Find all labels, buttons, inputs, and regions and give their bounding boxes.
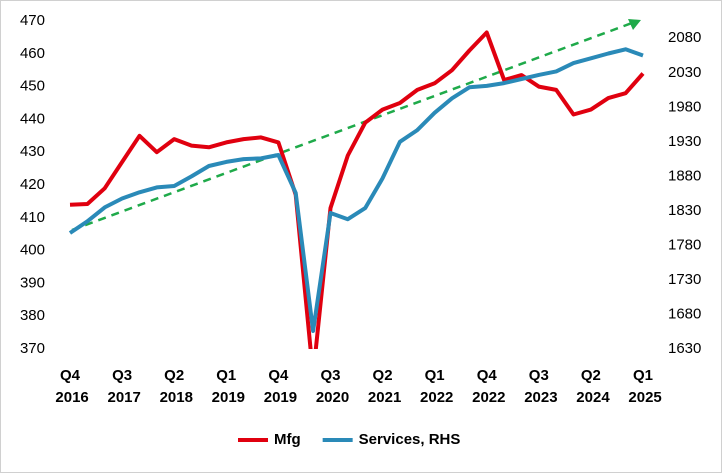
y-tick-label: 470	[20, 12, 45, 29]
y2-tick-label: 1730	[668, 271, 701, 288]
y-tick-label: 420	[20, 176, 45, 193]
y2-tick-label: 1930	[668, 133, 701, 150]
x-tick-label: Q4 2022	[468, 367, 506, 406]
y2-tick-label: 1630	[668, 340, 701, 357]
y-tick-label: 390	[20, 274, 45, 291]
y2-tick-label: 2030	[668, 64, 701, 81]
x-tick-label: Q2 2021	[364, 367, 402, 406]
plot-area	[68, 21, 645, 349]
x-tick-label: Q1 2025	[624, 367, 662, 406]
trend-line	[71, 21, 633, 232]
x-tick-label: Q3 2020	[312, 367, 350, 406]
x-tick-label: Q1 2022	[416, 367, 454, 406]
legend-label: Mfg	[274, 431, 301, 448]
x-tick-label: Q2 2018	[155, 367, 193, 406]
y-tick-label: 410	[20, 209, 45, 226]
y-tick-label: 440	[20, 110, 45, 127]
x-tick-label: Q3 2023	[520, 367, 558, 406]
x-tick-label: Q1 2019	[207, 367, 245, 406]
y-tick-label: 430	[20, 143, 45, 160]
y2-tick-label: 1780	[668, 236, 701, 253]
y2-tick-label: 1880	[668, 167, 701, 184]
x-tick-label: Q4 2019	[260, 367, 298, 406]
y2-tick-label: 1980	[668, 98, 701, 115]
x-tick-label: Q2 2024	[572, 367, 610, 406]
series-line	[69, 30, 645, 349]
y2-tick-label: 1680	[668, 305, 701, 322]
series-line	[68, 47, 644, 333]
y-tick-label: 370	[20, 340, 45, 357]
x-tick-label: Q3 2017	[103, 367, 141, 406]
y2-tick-label: 2080	[668, 29, 701, 46]
x-tick-label: Q4 2016	[51, 367, 89, 406]
legend-label: Services, RHS	[359, 431, 461, 448]
y2-tick-label: 1830	[668, 202, 701, 219]
y-tick-label: 400	[20, 242, 45, 259]
y-tick-label: 460	[20, 45, 45, 62]
y-tick-label: 450	[20, 78, 45, 95]
trend-arrowhead	[628, 19, 641, 30]
y-tick-label: 380	[20, 307, 45, 324]
